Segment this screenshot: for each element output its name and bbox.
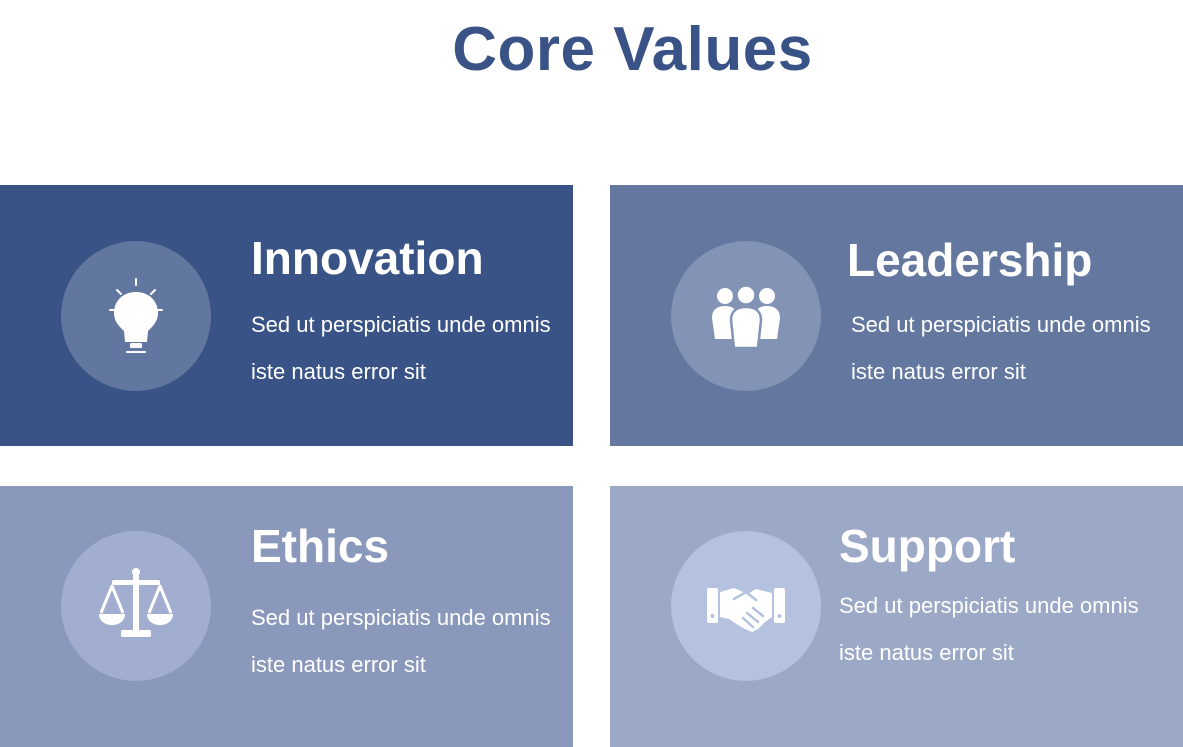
value-card-innovation: Innovation Sed ut perspiciatis unde omni… (0, 185, 573, 446)
scales-icon (99, 568, 173, 637)
card-description: Sed ut perspiciatis unde omnis iste natu… (251, 605, 551, 677)
page-title: Core Values (452, 15, 813, 84)
handshake-icon (707, 588, 785, 632)
card-title: Ethics (251, 520, 390, 572)
team-icon (712, 284, 780, 350)
icon-circle (61, 531, 211, 681)
card-description: Sed ut perspiciatis unde omnis iste natu… (851, 312, 1151, 384)
value-card-leadership: Leadership Sed ut perspiciatis unde omni… (610, 185, 1183, 446)
value-card-ethics: Ethics Sed ut perspiciatis unde omnis is… (0, 486, 573, 747)
card-description: Sed ut perspiciatis unde omnis iste natu… (839, 593, 1139, 665)
card-description: Sed ut perspiciatis unde omnis iste natu… (251, 312, 551, 384)
icon-circle (61, 241, 211, 391)
lightbulb-icon (109, 278, 163, 353)
icon-circle (671, 531, 821, 681)
value-card-support: Support Sed ut perspiciatis unde omnis i… (610, 486, 1183, 747)
card-title: Support (839, 520, 1016, 572)
card-title: Leadership (847, 234, 1093, 286)
icon-circle (671, 241, 821, 391)
card-title: Innovation (251, 232, 484, 284)
